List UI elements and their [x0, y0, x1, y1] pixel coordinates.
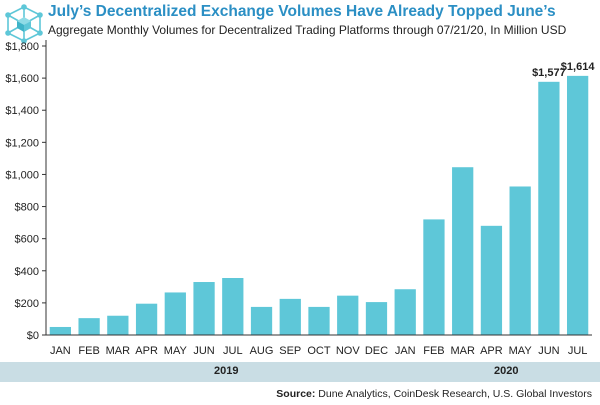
bar: [279, 298, 301, 335]
y-tick-label: $600: [15, 234, 39, 246]
source-label: Source:: [276, 388, 316, 400]
bar: [78, 318, 100, 335]
bar: [164, 292, 186, 335]
y-tick-label: $400: [15, 266, 39, 278]
y-tick-label: $1,200: [5, 137, 39, 149]
x-tick-label: FEB: [78, 345, 99, 357]
y-tick-label: $200: [15, 298, 39, 310]
x-tick-label: JUN: [193, 345, 214, 357]
bar: [480, 225, 503, 335]
x-tick-label: NOV: [336, 345, 361, 357]
data-label: $1,577: [532, 67, 566, 79]
x-tick-label: OCT: [307, 345, 331, 357]
y-tick-label: $1,000: [5, 169, 39, 181]
bar: [337, 295, 359, 335]
x-tick-label: JAN: [395, 345, 416, 357]
x-tick-label: MAR: [106, 345, 131, 357]
x-tick-label: JUL: [568, 345, 588, 357]
bar: [538, 81, 560, 335]
year-label-2019: 2019: [214, 365, 239, 377]
x-tick-label: JAN: [50, 345, 71, 357]
year-band: 2019 2020: [0, 362, 600, 382]
x-tick-label: MAY: [509, 345, 533, 357]
bar: [222, 278, 244, 335]
bar: [452, 167, 474, 335]
bar: [308, 306, 330, 335]
bar: [365, 302, 388, 335]
bar: [566, 75, 589, 335]
x-tick-label: FEB: [423, 345, 444, 357]
bar: [193, 282, 215, 335]
chart-title: July’s Decentralized Exchange Volumes Ha…: [48, 3, 556, 20]
bar-chart: $0 $200 $400 $600 $800 $1,000 $1,200 $1,400 $1,6…: [5, 40, 596, 357]
chart-subtitle: Aggregate Monthly Volumes for Decentrali…: [48, 23, 567, 37]
x-tick-label: MAY: [164, 345, 188, 357]
y-tick-label: $0: [27, 330, 39, 342]
bar: [107, 315, 129, 335]
y-tick-label: $800: [15, 202, 39, 214]
data-label: $1,614: [561, 61, 596, 73]
year-label-2020: 2020: [494, 365, 519, 377]
bar: [423, 219, 445, 335]
x-tick-label: AUG: [250, 345, 274, 357]
bar: [509, 186, 531, 335]
x-tick-label: DEC: [365, 345, 388, 357]
x-tick-label: SEP: [279, 345, 301, 357]
x-tick-label: APR: [135, 345, 158, 357]
bar: [250, 306, 273, 335]
x-tick-label: MAR: [450, 345, 475, 357]
y-tick-label: $1,800: [5, 41, 39, 53]
x-tick-label: JUL: [223, 345, 243, 357]
bar: [49, 326, 72, 335]
source-note: Source: Dune Analytics, CoinDesk Researc…: [276, 388, 592, 400]
bar: [135, 303, 158, 335]
y-tick-label: $1,600: [5, 73, 39, 85]
x-tick-label: APR: [480, 345, 503, 357]
x-tick-label: JUN: [538, 345, 559, 357]
bar: [394, 289, 416, 335]
network-cube-logo-icon: [4, 4, 44, 44]
y-tick-label: $1,400: [5, 105, 39, 117]
source-text: Dune Analytics, CoinDesk Research, U.S. …: [318, 388, 592, 400]
